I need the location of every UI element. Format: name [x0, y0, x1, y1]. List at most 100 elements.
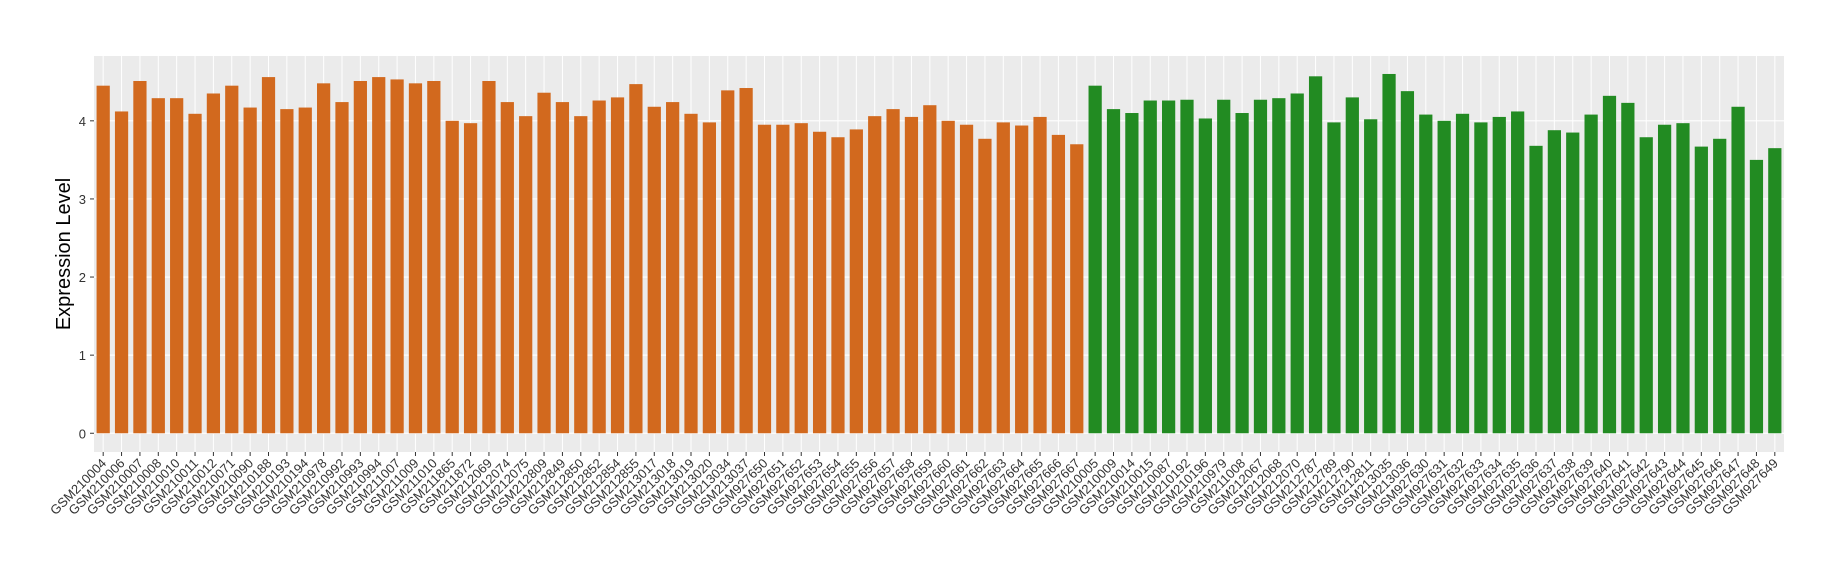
bar [114, 111, 129, 434]
bar [1639, 137, 1653, 434]
bar [1455, 113, 1470, 434]
bar [335, 102, 349, 434]
bar [1621, 102, 1635, 434]
y-tick-label: 0 [79, 426, 86, 441]
bar [739, 88, 753, 434]
bar [959, 124, 974, 434]
bar [1070, 144, 1084, 434]
bar [684, 113, 698, 434]
bar [849, 129, 863, 434]
bar [1694, 146, 1708, 434]
bar [445, 120, 459, 434]
bar [188, 113, 202, 434]
bar [574, 116, 588, 434]
bar [427, 80, 441, 434]
bar [1308, 76, 1323, 434]
y-tick-label: 1 [79, 348, 86, 363]
bar [794, 123, 808, 434]
bar [868, 116, 882, 434]
y-axis-label: Expression Level [53, 178, 75, 330]
y-tick-label: 3 [79, 192, 86, 207]
bar [1474, 122, 1488, 434]
bar [390, 79, 404, 434]
bar [629, 84, 643, 434]
bar [721, 90, 735, 434]
bar [1290, 93, 1304, 434]
bar [317, 83, 331, 434]
bar [1106, 109, 1121, 434]
bar [1033, 116, 1047, 434]
bar [1749, 159, 1764, 434]
bar [1198, 118, 1212, 434]
bar [1547, 130, 1561, 434]
bar [1143, 100, 1157, 434]
bar [1015, 125, 1029, 434]
bar [1566, 132, 1580, 434]
bar [225, 85, 239, 434]
bar [353, 80, 367, 434]
bar [978, 138, 992, 434]
bar [666, 102, 680, 434]
bar [1235, 113, 1249, 434]
bar [1051, 134, 1066, 434]
bar [1364, 119, 1378, 434]
bar [1713, 138, 1727, 434]
bar [133, 80, 147, 434]
bar [408, 83, 423, 434]
bar [555, 102, 570, 434]
bar [1327, 122, 1341, 434]
bar [1125, 113, 1139, 434]
bar [151, 98, 165, 434]
bar [298, 107, 312, 434]
bar [1088, 85, 1102, 434]
bar [1768, 148, 1782, 434]
bar [941, 120, 955, 434]
bar [592, 100, 606, 434]
y-tick-label: 4 [79, 114, 86, 129]
bar [1657, 124, 1672, 434]
bar [757, 124, 772, 434]
bar [1584, 114, 1598, 434]
bar [812, 131, 827, 434]
bar [96, 85, 110, 434]
bar [647, 106, 661, 434]
bar [500, 102, 514, 434]
bar [610, 97, 625, 434]
bar [1345, 97, 1359, 434]
bar [280, 109, 294, 434]
bar [1180, 99, 1194, 434]
bar [904, 116, 919, 434]
bar [1437, 120, 1451, 434]
bar [776, 124, 790, 434]
y-tick-label: 2 [79, 270, 86, 285]
bar [1492, 116, 1506, 434]
bar [206, 93, 221, 434]
bar [482, 80, 496, 434]
bar [886, 109, 900, 434]
bar [1676, 123, 1690, 434]
bar [1419, 114, 1433, 434]
bar [1217, 99, 1231, 434]
bar [702, 122, 716, 434]
bar [831, 137, 845, 434]
bar [1400, 91, 1415, 434]
bar [1511, 111, 1525, 434]
bar [1529, 145, 1543, 434]
bar [519, 116, 533, 434]
bar [996, 122, 1010, 434]
bar [1272, 98, 1286, 434]
bar [1731, 106, 1745, 434]
bar [1253, 99, 1268, 434]
bar [243, 107, 257, 434]
bar [1382, 73, 1396, 434]
bar [261, 77, 276, 434]
bar [1162, 100, 1176, 434]
bar [537, 92, 551, 434]
bar [923, 105, 937, 434]
bar [463, 123, 478, 434]
bar [1602, 95, 1617, 434]
bar [372, 77, 386, 434]
bar [170, 98, 184, 434]
